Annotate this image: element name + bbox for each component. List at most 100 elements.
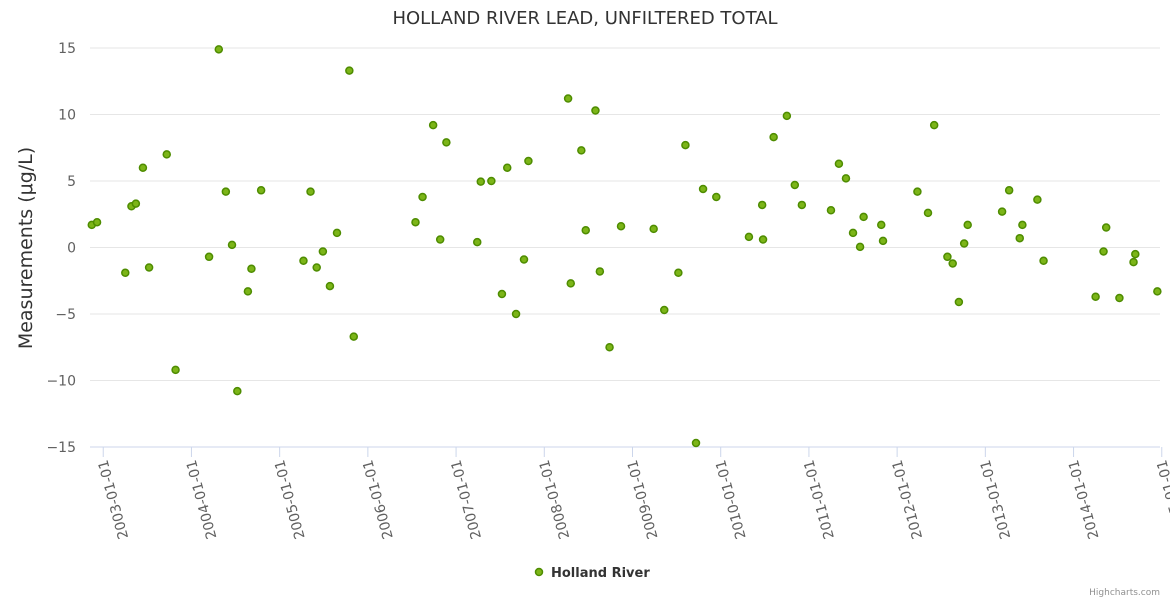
- data-point[interactable]: [758, 235, 768, 244]
- data-point[interactable]: [595, 267, 605, 276]
- data-point[interactable]: [171, 365, 180, 375]
- legend-item-holland-river[interactable]: Holland River: [551, 566, 650, 581]
- data-point[interactable]: [227, 240, 237, 250]
- data-point[interactable]: [519, 255, 529, 264]
- data-point[interactable]: [214, 45, 224, 54]
- data-point[interactable]: [913, 187, 922, 196]
- data-point[interactable]: [1129, 257, 1138, 267]
- x-tick-label: 2005-01-01: [272, 458, 309, 541]
- data-point[interactable]: [497, 289, 507, 299]
- data-point[interactable]: [472, 237, 482, 247]
- data-point[interactable]: [131, 199, 141, 208]
- credits-link[interactable]: Highcharts.com: [1089, 588, 1160, 598]
- data-point[interactable]: [698, 184, 708, 194]
- data-point[interactable]: [349, 332, 359, 341]
- data-point[interactable]: [204, 252, 214, 262]
- legend[interactable]: Holland River: [534, 566, 651, 581]
- data-point[interactable]: [834, 159, 844, 168]
- data-point[interactable]: [826, 206, 836, 215]
- data-point[interactable]: [325, 281, 335, 291]
- data-point[interactable]: [221, 187, 231, 196]
- data-point[interactable]: [418, 192, 427, 202]
- data-point[interactable]: [769, 132, 778, 142]
- data-point[interactable]: [1091, 292, 1100, 301]
- data-point[interactable]: [790, 180, 800, 190]
- data-point[interactable]: [233, 386, 242, 396]
- data-point[interactable]: [1039, 256, 1048, 266]
- data-point[interactable]: [577, 146, 586, 155]
- data-point[interactable]: [138, 163, 148, 172]
- data-point[interactable]: [332, 228, 342, 238]
- data-point[interactable]: [563, 94, 573, 103]
- data-point[interactable]: [511, 309, 521, 319]
- data-point[interactable]: [256, 186, 266, 195]
- data-point[interactable]: [963, 220, 972, 230]
- data-point[interactable]: [299, 256, 308, 266]
- data-point[interactable]: [848, 228, 858, 238]
- data-point[interactable]: [318, 247, 328, 256]
- x-tick-label: 2008-01-01: [537, 458, 574, 541]
- data-point[interactable]: [943, 252, 952, 262]
- data-point[interactable]: [435, 235, 445, 244]
- data-point[interactable]: [649, 224, 658, 234]
- data-point[interactable]: [1018, 220, 1027, 230]
- data-point[interactable]: [959, 239, 969, 248]
- data-point[interactable]: [487, 176, 496, 186]
- data-point[interactable]: [997, 207, 1007, 216]
- data-point[interactable]: [1015, 233, 1024, 243]
- data-point[interactable]: [345, 66, 354, 75]
- y-axis-label: Measurements (μg/L): [15, 147, 37, 349]
- data-point[interactable]: [524, 156, 533, 166]
- data-point[interactable]: [605, 343, 614, 352]
- data-point[interactable]: [1153, 287, 1162, 296]
- data-point[interactable]: [502, 163, 512, 172]
- data-point[interactable]: [757, 200, 767, 210]
- data-point[interactable]: [855, 242, 865, 252]
- data-point[interactable]: [428, 120, 438, 130]
- data-point[interactable]: [476, 177, 486, 186]
- data-point[interactable]: [1101, 223, 1111, 232]
- data-point[interactable]: [591, 106, 600, 115]
- data-point[interactable]: [797, 200, 807, 210]
- y-tick-label: 5: [67, 174, 76, 190]
- data-point[interactable]: [712, 192, 721, 202]
- data-point[interactable]: [948, 259, 957, 268]
- data-point[interactable]: [859, 212, 868, 222]
- data-point[interactable]: [681, 140, 690, 150]
- data-point[interactable]: [243, 287, 253, 296]
- data-point[interactable]: [92, 217, 102, 227]
- x-tick-label: 2009-01-01: [625, 458, 662, 541]
- data-point[interactable]: [306, 187, 315, 196]
- data-point[interactable]: [581, 225, 590, 235]
- data-point[interactable]: [247, 264, 256, 274]
- data-point[interactable]: [144, 263, 154, 272]
- data-point[interactable]: [312, 263, 321, 272]
- data-point[interactable]: [566, 279, 576, 288]
- data-point[interactable]: [1099, 247, 1108, 256]
- data-point[interactable]: [121, 268, 130, 278]
- data-point[interactable]: [878, 236, 888, 246]
- data-point[interactable]: [691, 438, 701, 448]
- data-point[interactable]: [616, 221, 626, 231]
- data-point[interactable]: [841, 174, 851, 183]
- series-holland-river[interactable]: [87, 45, 1162, 448]
- data-point[interactable]: [1033, 195, 1042, 204]
- data-point[interactable]: [660, 305, 669, 315]
- data-point[interactable]: [877, 220, 886, 230]
- data-point[interactable]: [411, 217, 420, 227]
- data-point[interactable]: [442, 138, 451, 147]
- data-point[interactable]: [929, 120, 939, 130]
- x-tick-label: 2006-01-01: [360, 458, 397, 541]
- data-point[interactable]: [782, 111, 792, 121]
- data-point[interactable]: [744, 232, 754, 242]
- data-point[interactable]: [1131, 249, 1140, 259]
- data-point[interactable]: [674, 268, 683, 278]
- data-point[interactable]: [1004, 186, 1014, 195]
- legend-symbol[interactable]: [534, 567, 544, 577]
- data-point[interactable]: [923, 208, 933, 218]
- data-point[interactable]: [954, 297, 964, 307]
- data-point[interactable]: [1115, 293, 1124, 303]
- data-point[interactable]: [162, 150, 171, 159]
